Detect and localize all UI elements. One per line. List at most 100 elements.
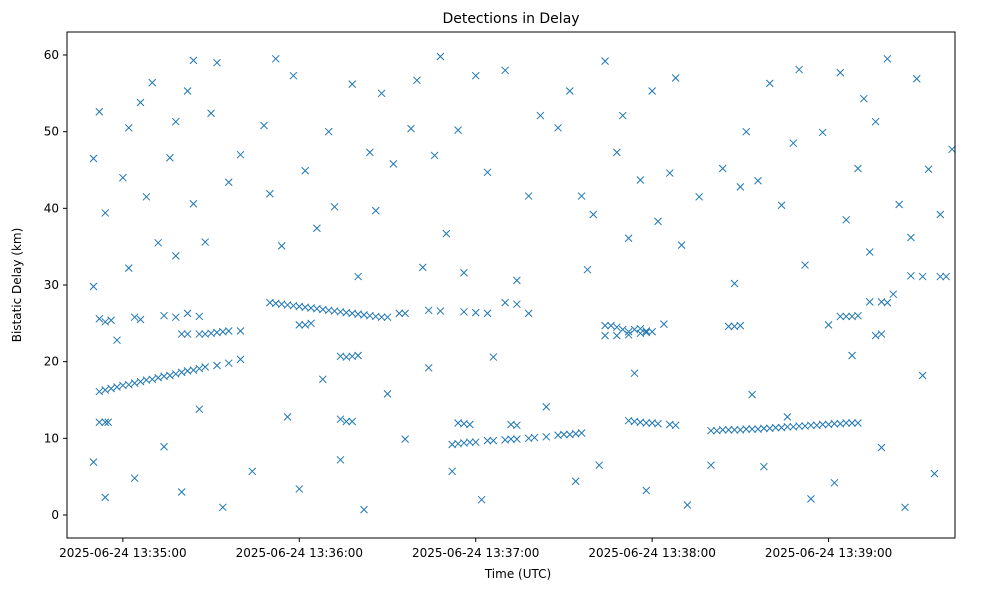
data-point — [183, 309, 192, 318]
data-point — [542, 403, 551, 411]
data-point — [560, 430, 568, 439]
data-point — [95, 418, 104, 427]
data-point — [195, 405, 204, 414]
data-point — [777, 201, 786, 210]
data-point — [789, 139, 798, 148]
data-point — [830, 419, 839, 428]
data-point — [842, 419, 851, 427]
data-point — [765, 79, 774, 88]
x-tick-label: 2025-06-24 13:39:00 — [765, 546, 892, 560]
data-point — [877, 443, 886, 452]
data-point — [166, 371, 174, 380]
data-point — [183, 87, 192, 95]
x-tick-label: 2025-06-24 13:36:00 — [236, 546, 363, 560]
data-point — [101, 418, 110, 427]
data-point — [907, 271, 915, 280]
data-point — [266, 189, 274, 198]
data-point — [630, 369, 639, 378]
data-point — [89, 154, 98, 163]
data-point — [854, 419, 862, 427]
data-point — [783, 422, 792, 431]
data-point — [383, 390, 392, 398]
data-point — [283, 413, 292, 421]
data-point — [930, 469, 939, 478]
data-point — [113, 336, 121, 345]
data-point — [936, 272, 945, 281]
data-point — [189, 199, 198, 208]
data-point — [613, 323, 621, 332]
data-point — [671, 74, 680, 82]
data-point — [171, 252, 180, 260]
data-point — [260, 121, 268, 130]
data-point — [936, 210, 945, 219]
data-point — [101, 209, 110, 217]
data-point — [360, 505, 368, 514]
data-point — [665, 169, 674, 177]
data-point — [871, 331, 880, 340]
data-point — [877, 330, 886, 338]
data-point — [171, 370, 180, 378]
data-point — [307, 319, 315, 328]
data-point — [465, 420, 474, 429]
data-point — [301, 321, 310, 329]
data-point — [113, 383, 121, 391]
x-tick-label: 2025-06-24 13:38:00 — [588, 546, 715, 560]
data-point — [201, 363, 210, 371]
data-point — [948, 145, 956, 154]
data-point — [918, 272, 927, 281]
data-point — [818, 128, 827, 137]
data-point — [389, 160, 398, 168]
data-point — [154, 238, 163, 247]
y-tick-label: 0 — [51, 508, 59, 522]
data-point — [213, 361, 221, 370]
data-point — [195, 364, 204, 373]
data-point — [724, 322, 733, 331]
data-point — [171, 313, 180, 322]
data-point — [330, 202, 339, 211]
data-point — [624, 327, 633, 336]
data-point — [530, 433, 539, 442]
data-point — [465, 438, 474, 447]
data-point — [483, 436, 492, 445]
data-point — [471, 438, 480, 447]
y-axis-label: Bistatic Delay (km) — [10, 228, 24, 343]
data-point — [836, 312, 845, 321]
data-point — [460, 268, 468, 277]
data-point — [748, 390, 756, 399]
data-point — [136, 315, 145, 324]
y-tick-label: 50 — [44, 125, 59, 139]
data-point — [577, 192, 586, 200]
data-point — [101, 493, 110, 502]
data-point — [871, 117, 880, 126]
data-point — [407, 124, 415, 133]
data-point — [677, 241, 686, 249]
data-point — [648, 87, 656, 95]
data-point — [177, 488, 186, 496]
data-point — [736, 183, 745, 191]
data-point — [807, 421, 815, 430]
data-point — [436, 52, 445, 61]
data-point — [807, 495, 815, 503]
data-point — [601, 331, 609, 340]
data-point — [848, 351, 856, 360]
data-point — [130, 474, 139, 483]
data-point — [942, 272, 951, 281]
data-point — [542, 432, 551, 441]
data-point — [654, 217, 662, 226]
data-point — [748, 425, 756, 433]
data-point — [883, 298, 892, 307]
data-point — [895, 200, 903, 209]
data-point — [489, 436, 498, 445]
data-point — [277, 242, 286, 250]
data-point — [395, 309, 404, 318]
data-point — [854, 311, 862, 320]
x-axis: 2025-06-24 13:35:00 2025-06-24 13:36:00 20… — [59, 538, 892, 560]
data-point — [148, 78, 157, 87]
data-point — [354, 351, 362, 360]
data-point — [160, 311, 168, 320]
data-point — [366, 148, 374, 157]
data-point — [924, 165, 933, 174]
data-point — [430, 151, 439, 160]
